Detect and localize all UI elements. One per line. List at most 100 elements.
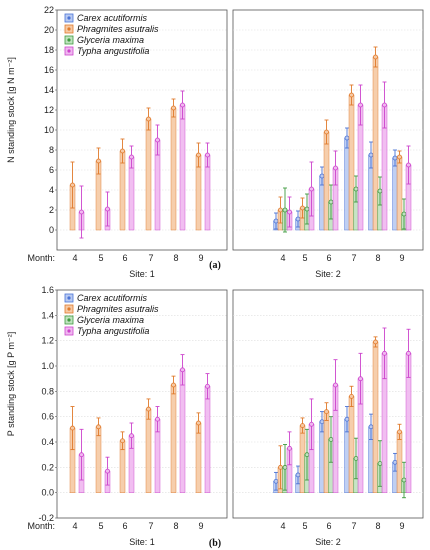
data-point [358,376,363,382]
bar [145,408,152,493]
data-point [368,424,374,430]
y-tick-label: 16 [44,65,54,75]
data-point [129,433,134,439]
data-point [70,425,75,431]
data-point [282,207,288,213]
site-label: Site: 1 [129,537,155,547]
data-point [368,152,374,158]
x-tick-label: 4 [280,521,285,531]
data-point [287,209,292,215]
panel-site-1: -0.2 0.0 0.2 0.4 0.6 0.8 1.0 1.2 1.4 1.6 4 5 6 7 8 9 Mon… [27,285,228,547]
data-point [282,464,288,470]
data-point [319,173,325,179]
data-point [205,383,210,389]
y-tick-label: 0 [49,225,54,235]
y-tick-label: 22 [44,5,54,15]
bar [179,369,186,493]
data-point [300,423,305,428]
data-point [401,477,407,483]
x-tick-label: 9 [198,253,203,263]
data-point [333,165,338,171]
y-tick-label: 10 [44,125,54,135]
data-point [377,461,383,466]
data-point [344,135,350,141]
y-tick-label: 0.4 [41,437,54,447]
data-point [324,409,329,415]
data-point [300,205,305,211]
y-tick-label: 1.0 [41,361,54,371]
data-point [309,186,314,192]
data-point [353,186,359,192]
data-point [180,102,185,108]
x-tick-label: 6 [326,253,331,263]
y-tick-label: 4 [49,185,54,195]
x-tick-label: 7 [148,521,153,531]
y-tick-label: 0.8 [41,386,54,396]
data-point [171,105,176,111]
data-point [205,152,210,158]
data-point [129,154,134,160]
data-point [358,102,363,108]
data-point [406,162,411,168]
bar [95,426,102,493]
legend-entry: Carex acutiformis [77,293,148,303]
legend-marker [67,38,71,42]
x-tick-label: 4 [72,521,77,531]
data-point [146,406,151,412]
data-point [79,209,84,215]
y-tick-label: 0.2 [41,462,54,472]
legend-entry: Glyceria maxima [77,315,144,325]
y-tick-label: 1.6 [41,285,54,295]
panel-site-1: 0 2 4 6 8 10 12 14 16 18 20 22 4 5 6 7 8 9 Month: Site: 1 [27,5,228,279]
data-point [397,154,402,160]
data-point [373,54,378,60]
y-tick-label: 8 [49,145,54,155]
x-tick-label: 9 [399,253,404,263]
y-tick-label: 0.0 [41,488,54,498]
data-point [105,468,110,474]
bar [204,386,211,493]
data-point [392,459,398,465]
legend-marker [67,318,71,322]
data-point [273,218,279,224]
legend-entry: Typha angustifolia [77,326,149,336]
data-point [328,199,334,205]
x-tick-label: 7 [148,253,153,263]
x-tick-label: 7 [351,521,356,531]
bar [179,104,186,231]
data-point [105,206,110,212]
data-point [382,350,387,356]
x-axis-month-label: Month: [27,253,55,263]
legend-entry: Carex acutiformis [77,13,148,23]
data-point [406,350,411,356]
x-tick-label: 5 [98,521,103,531]
legend-marker [67,329,71,333]
data-point [397,429,402,435]
data-point [120,148,125,154]
data-point [287,445,292,451]
data-point [392,155,398,161]
x-tick-label: 8 [173,521,178,531]
x-tick-label: 8 [375,521,380,531]
panel-site-2: 4 5 6 7 8 9 Site: 2 [232,289,424,547]
y-tick-label: 18 [44,45,54,55]
legend-marker [67,307,71,311]
data-point [328,437,334,442]
y-tick-label: 2 [49,205,54,215]
data-point [171,382,176,388]
y-tick-label: 12 [44,105,54,115]
data-point [70,182,75,188]
x-tick-label: 9 [198,521,203,531]
data-point [382,102,387,108]
site-label: Site: 1 [129,269,155,279]
data-point [79,452,84,458]
data-point [180,367,185,373]
data-point [304,452,310,458]
data-point [319,419,325,425]
data-point [278,464,283,470]
x-tick-label: 9 [399,521,404,531]
x-tick-label: 5 [98,253,103,263]
y-axis-label: P standing stock [g P m⁻²] [6,332,16,436]
